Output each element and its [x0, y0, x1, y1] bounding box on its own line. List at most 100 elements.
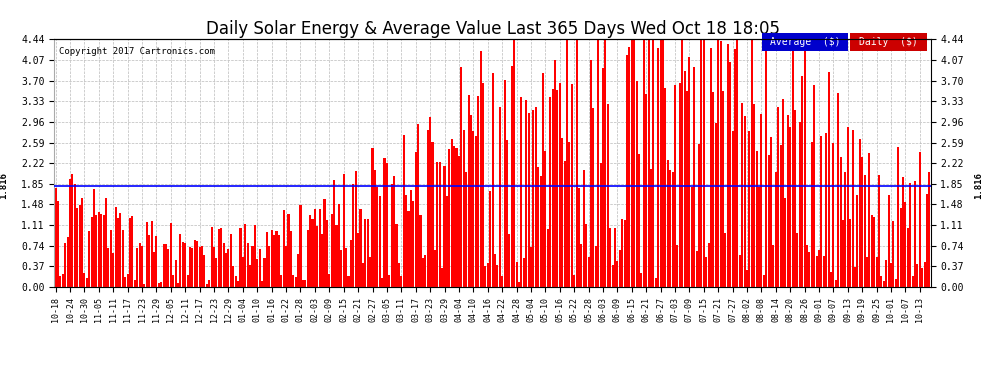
Bar: [821, 136, 823, 287]
Bar: [258, 249, 260, 287]
Bar: [809, 252, 811, 287]
Bar: [530, 247, 532, 287]
Bar: [580, 244, 582, 287]
Bar: [86, 278, 88, 287]
Bar: [472, 131, 474, 287]
Bar: [892, 221, 894, 287]
Bar: [575, 39, 577, 287]
Bar: [919, 152, 921, 287]
Bar: [698, 144, 700, 287]
Bar: [816, 256, 818, 287]
Bar: [251, 246, 253, 287]
Bar: [926, 194, 928, 287]
Bar: [225, 253, 227, 287]
Bar: [93, 189, 95, 287]
Bar: [521, 97, 523, 287]
Bar: [895, 279, 897, 287]
Bar: [664, 88, 666, 287]
Bar: [634, 39, 636, 287]
Bar: [434, 250, 436, 287]
Bar: [508, 234, 511, 287]
Bar: [211, 226, 213, 287]
Bar: [117, 218, 119, 287]
Bar: [873, 217, 875, 287]
Bar: [137, 248, 139, 287]
Bar: [124, 277, 127, 287]
Bar: [206, 284, 208, 287]
Bar: [739, 255, 741, 287]
Bar: [544, 152, 546, 287]
Bar: [420, 215, 422, 287]
Bar: [263, 258, 265, 287]
Bar: [54, 188, 56, 287]
Bar: [347, 276, 349, 287]
Bar: [489, 191, 491, 287]
Bar: [429, 117, 431, 287]
Bar: [799, 122, 801, 287]
Bar: [230, 234, 232, 287]
Bar: [446, 196, 447, 287]
Bar: [160, 282, 162, 287]
Bar: [336, 225, 338, 287]
Bar: [638, 154, 640, 287]
Bar: [854, 267, 856, 287]
Bar: [115, 207, 117, 287]
Bar: [177, 283, 179, 287]
Bar: [619, 250, 621, 287]
Bar: [144, 284, 146, 287]
Bar: [314, 209, 316, 287]
Bar: [549, 97, 551, 287]
Bar: [885, 260, 887, 287]
Bar: [302, 280, 304, 287]
Bar: [888, 195, 890, 287]
Bar: [617, 261, 619, 287]
Bar: [842, 219, 844, 287]
Bar: [676, 245, 678, 287]
Bar: [349, 240, 351, 287]
Bar: [666, 160, 669, 287]
Bar: [391, 184, 393, 287]
Bar: [76, 208, 78, 287]
Bar: [777, 107, 779, 287]
Bar: [216, 258, 218, 287]
Bar: [437, 162, 439, 287]
Bar: [671, 172, 673, 287]
Bar: [770, 137, 772, 287]
Bar: [659, 39, 661, 287]
Bar: [182, 242, 184, 287]
Bar: [487, 263, 489, 287]
Bar: [561, 138, 563, 287]
Bar: [292, 275, 294, 287]
Bar: [674, 85, 676, 287]
Bar: [398, 264, 400, 287]
Bar: [474, 136, 477, 287]
Bar: [787, 115, 789, 287]
Bar: [172, 275, 174, 287]
Bar: [439, 162, 441, 287]
Bar: [772, 245, 774, 287]
Bar: [838, 93, 840, 287]
Bar: [662, 39, 664, 287]
Bar: [393, 177, 395, 287]
Bar: [835, 280, 837, 287]
Bar: [157, 282, 160, 287]
Bar: [162, 244, 164, 287]
Bar: [713, 92, 715, 287]
Bar: [249, 266, 251, 287]
Bar: [607, 104, 609, 287]
Bar: [412, 201, 415, 287]
Bar: [897, 147, 899, 287]
Bar: [804, 51, 806, 287]
Bar: [223, 243, 225, 287]
Bar: [165, 244, 167, 287]
Bar: [220, 228, 223, 287]
Bar: [518, 282, 520, 287]
Bar: [374, 170, 376, 287]
Bar: [715, 123, 717, 287]
Bar: [100, 213, 102, 287]
Bar: [743, 116, 745, 287]
Bar: [717, 39, 719, 287]
Title: Daily Solar Energy & Average Value Last 365 Days Wed Oct 18 18:05: Daily Solar Energy & Average Value Last …: [206, 20, 779, 38]
Bar: [592, 108, 594, 287]
Bar: [228, 249, 230, 287]
